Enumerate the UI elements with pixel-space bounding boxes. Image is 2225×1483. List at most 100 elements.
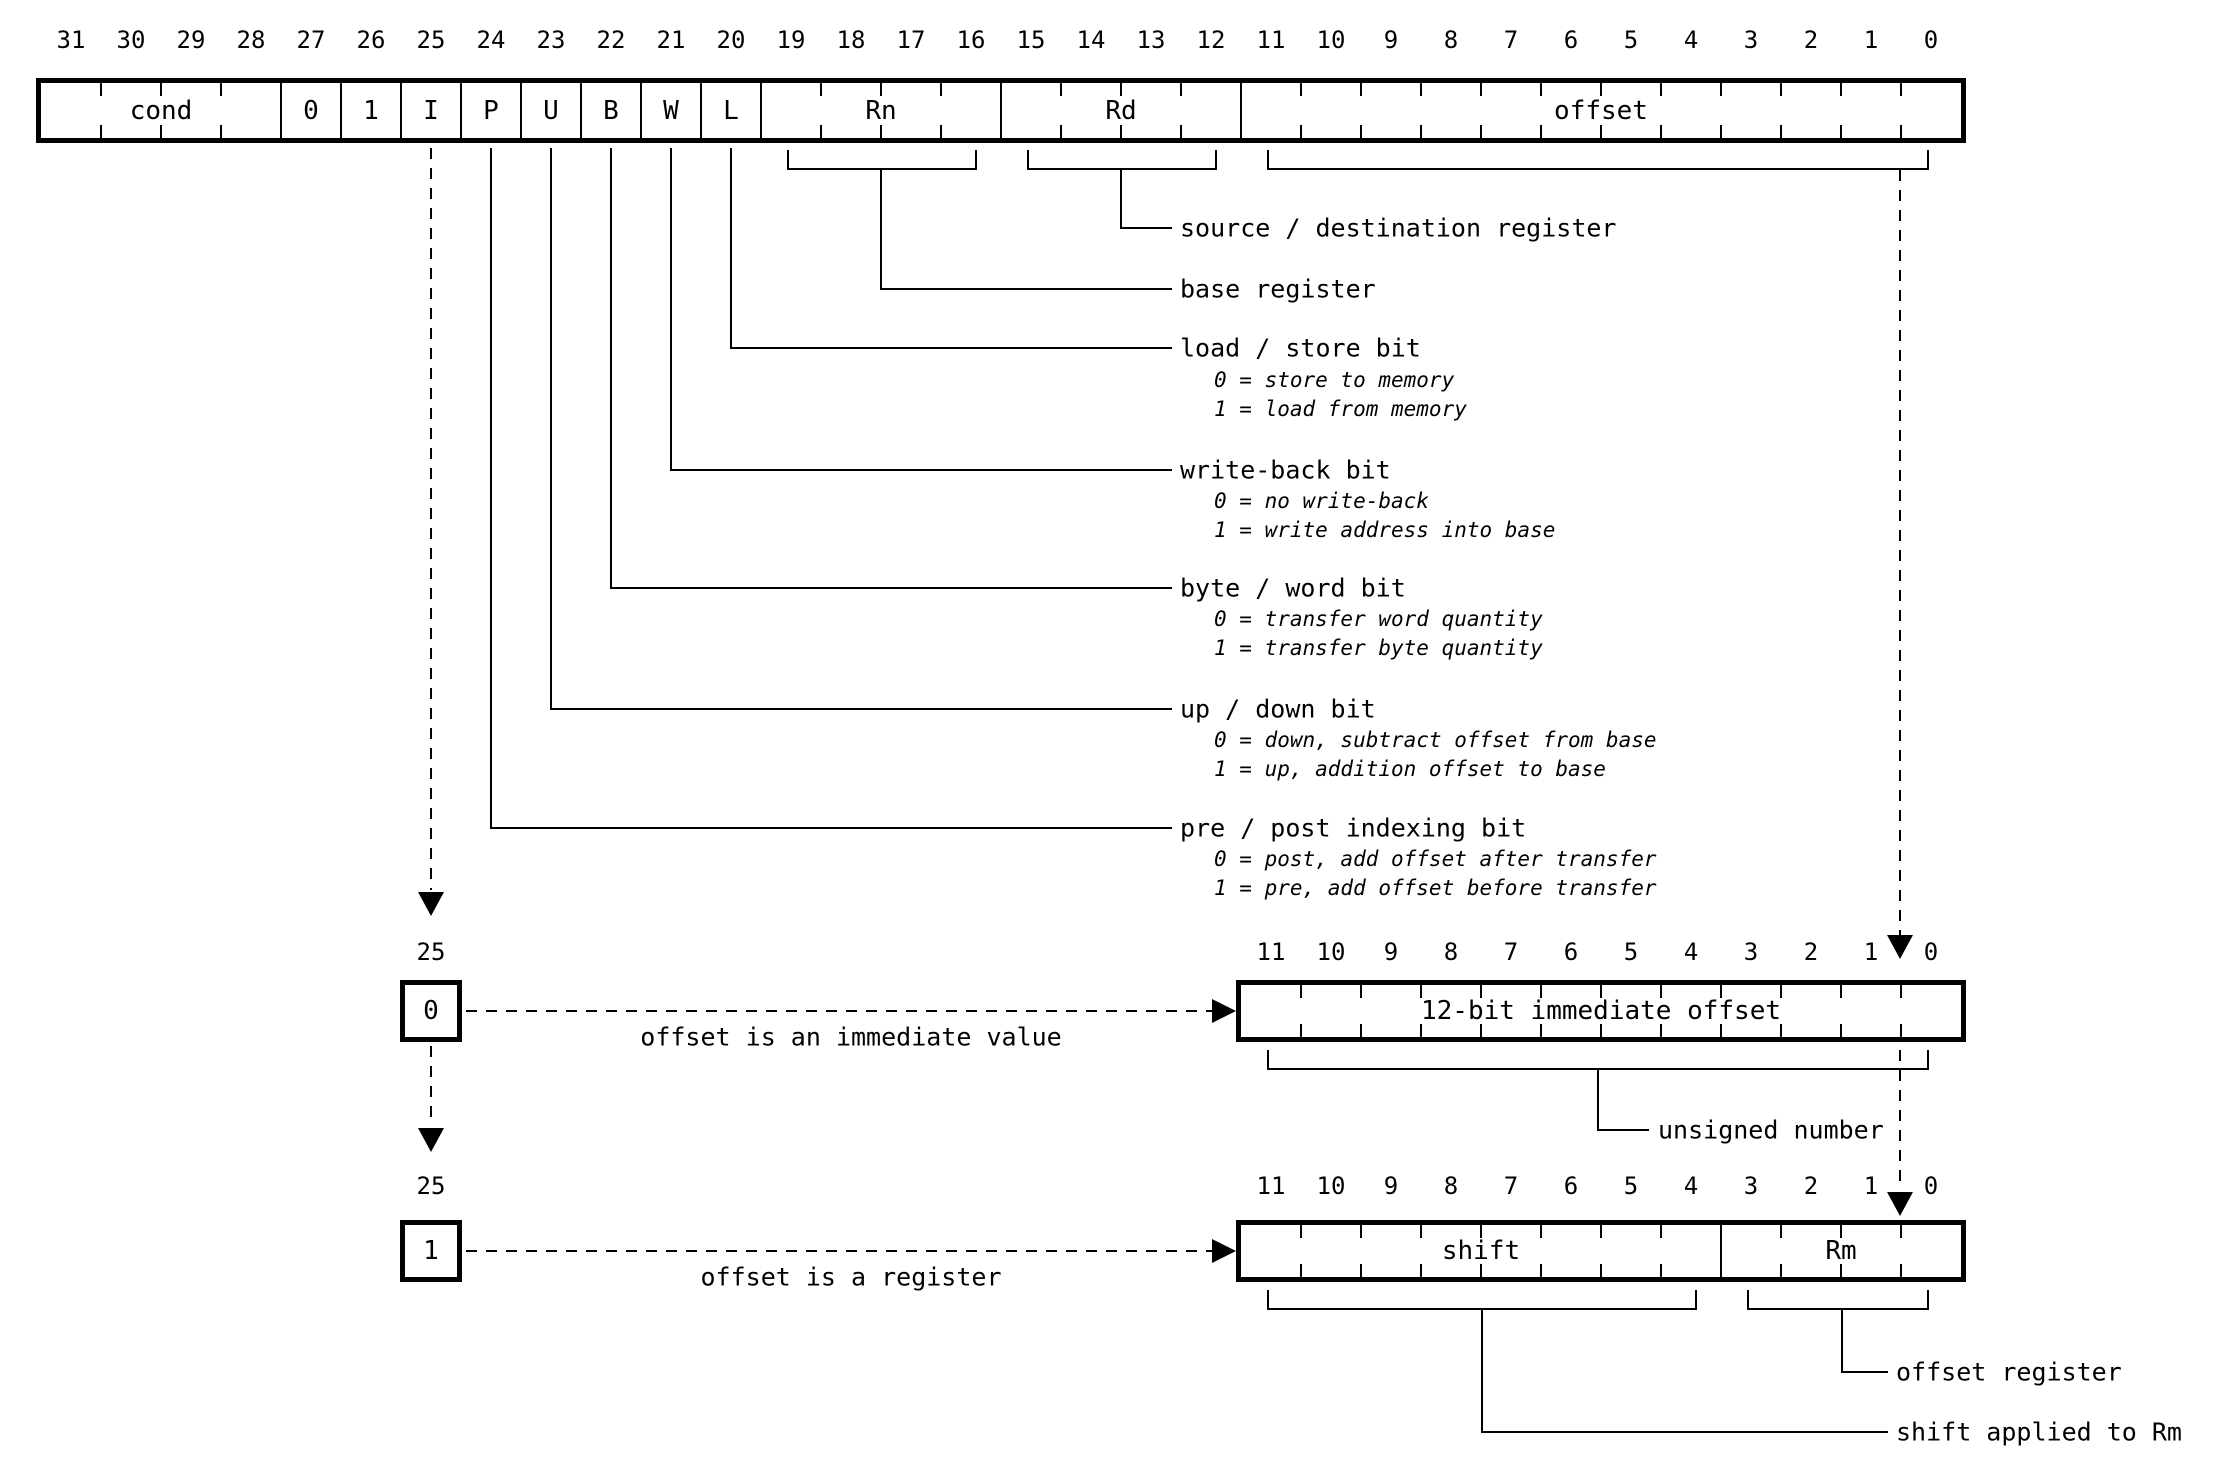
top-bit-number: 27	[296, 26, 326, 54]
bit-tick	[1840, 83, 1842, 96]
immediate-bit-number: 11	[1256, 938, 1286, 966]
field-separator	[520, 83, 522, 138]
l-annotation-note-1: 1 = load from memory	[1214, 397, 1467, 421]
bit-tick	[1840, 985, 1842, 998]
connector-w-vertical	[670, 148, 672, 470]
field-label-shift: shift	[1441, 1236, 1521, 1266]
bit-tick	[1480, 985, 1482, 998]
bit0-arrowhead-lower	[1887, 1192, 1913, 1216]
field-label-offset: offset	[1554, 95, 1648, 126]
immediate-bit-number: 1	[1863, 938, 1879, 966]
bit-tick	[1720, 125, 1722, 138]
bit0-arrowhead-upper	[1887, 935, 1913, 959]
bit-tick	[1360, 985, 1362, 998]
bit-tick	[820, 125, 822, 138]
instruction-word-box: cond 0 1 I P U B W L Rn Rd offset	[36, 78, 1966, 143]
bit-tick	[1660, 1264, 1662, 1277]
bit-tick	[1900, 985, 1902, 998]
bit-tick	[1720, 1024, 1722, 1037]
rm-bracket-bar	[1747, 1308, 1929, 1310]
bit-tick	[220, 125, 222, 138]
connector-p-vertical	[490, 148, 492, 828]
connector-l-vertical	[730, 148, 732, 348]
bit-tick	[1660, 83, 1662, 96]
top-bit-number: 11	[1256, 26, 1286, 54]
top-bit-number: 6	[1563, 26, 1579, 54]
field-label-B: B	[603, 95, 619, 126]
shift-bracket-left-stub	[1267, 1290, 1269, 1310]
bit-tick	[1540, 1225, 1542, 1238]
connector-p-horizontal	[490, 827, 1172, 829]
field-separator	[640, 83, 642, 138]
field-separator	[400, 83, 402, 138]
field-separator	[1720, 1225, 1722, 1277]
bit-tick	[1720, 985, 1722, 998]
offset-bracket-bar	[1267, 168, 1929, 170]
bit-tick	[1300, 1024, 1302, 1037]
top-bit-number: 4	[1683, 26, 1699, 54]
field-label-bit27: 0	[303, 95, 319, 126]
b-annotation-note-0: 0 = transfer word quantity	[1214, 607, 1543, 631]
field-label-W: W	[663, 95, 679, 126]
imm-bracket-right-stub	[1927, 1050, 1929, 1070]
immediate-bit25-value-box: 0	[400, 980, 462, 1042]
i-bit-arrowhead	[418, 892, 444, 916]
p-annotation-note-0: 0 = post, add offset after transfer	[1214, 847, 1657, 871]
immediate-bit25-number: 25	[416, 938, 446, 966]
rd-connector-horizontal	[1120, 227, 1172, 229]
register-bit-number: 3	[1743, 1172, 1759, 1200]
bit-tick	[160, 125, 162, 138]
w-annotation-note-0: 0 = no write-back	[1214, 489, 1429, 513]
offset-bracket-right-stub	[1927, 150, 1929, 170]
bit-tick	[1780, 985, 1782, 998]
top-bit-number: 0	[1923, 26, 1939, 54]
top-bit-number: 5	[1623, 26, 1639, 54]
register-bit-number: 4	[1683, 1172, 1699, 1200]
offset-bracket-left-stub	[1267, 150, 1269, 170]
register-bit-number: 8	[1443, 1172, 1459, 1200]
top-bit-number: 10	[1316, 26, 1346, 54]
bit-tick	[1540, 1024, 1542, 1037]
bit-tick	[1540, 1264, 1542, 1277]
top-bit-number: 1	[1863, 26, 1879, 54]
bit-tick	[1300, 1264, 1302, 1277]
top-bit-number: 29	[176, 26, 206, 54]
bit-tick	[1840, 1024, 1842, 1037]
bit-tick	[1480, 83, 1482, 96]
rn-bracket-bar	[787, 168, 977, 170]
u-annotation-label: up / down bit	[1180, 694, 1376, 724]
register-arrowhead	[1212, 1239, 1236, 1263]
w-annotation-note-1: 1 = write address into base	[1214, 518, 1556, 542]
bit-tick	[1600, 83, 1602, 96]
p-annotation-label: pre / post indexing bit	[1180, 813, 1527, 843]
rd-bracket-bar	[1027, 168, 1217, 170]
top-bit-number: 19	[776, 26, 806, 54]
rm-bracket-right-stub	[1927, 1290, 1929, 1310]
top-bit-number: 25	[416, 26, 446, 54]
immediate-bit-number: 10	[1316, 938, 1346, 966]
top-bit-number: 24	[476, 26, 506, 54]
immediate-bit-number: 9	[1383, 938, 1399, 966]
field-label-L: L	[723, 95, 739, 126]
field-separator	[460, 83, 462, 138]
register-caption: offset is a register	[700, 1262, 1002, 1292]
immediate-bit-number: 8	[1443, 938, 1459, 966]
bit-tick	[1360, 125, 1362, 138]
bit-tick	[1480, 125, 1482, 138]
bit-tick	[1720, 83, 1722, 96]
u-annotation-note-0: 0 = down, subtract offset from base	[1214, 728, 1657, 752]
immediate-bit-number: 6	[1563, 938, 1579, 966]
register-bit-number: 10	[1316, 1172, 1346, 1200]
bit-tick	[1900, 1225, 1902, 1238]
bit-tick	[820, 83, 822, 96]
b-annotation-label: byte / word bit	[1180, 573, 1406, 603]
bit-tick	[1480, 1225, 1482, 1238]
bit-tick	[1300, 83, 1302, 96]
bit0-dashed-line-lower	[1899, 1050, 1901, 1190]
bit-tick	[1300, 985, 1302, 998]
top-bit-number: 22	[596, 26, 626, 54]
rn-bracket-right-stub	[975, 150, 977, 170]
register-bit-number: 9	[1383, 1172, 1399, 1200]
bit-tick	[1900, 1024, 1902, 1037]
bit0-dashed-line-upper	[1899, 170, 1901, 935]
